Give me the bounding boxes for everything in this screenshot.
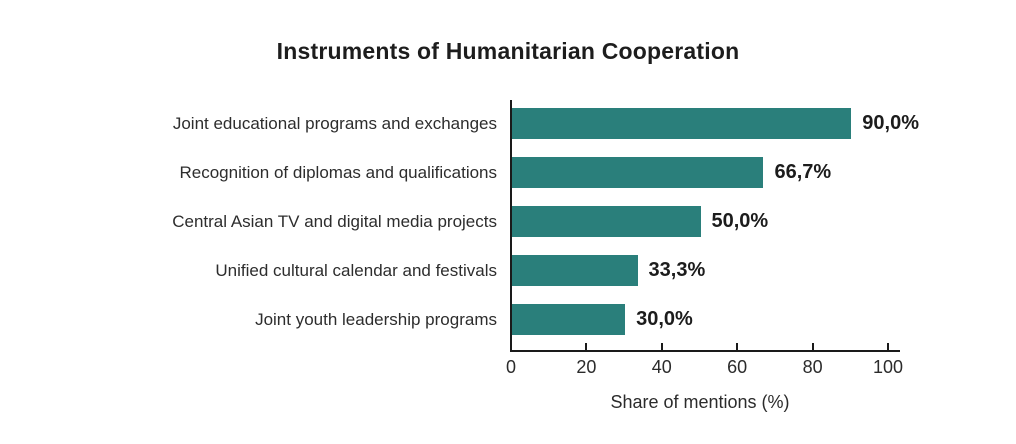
category-label: Joint educational programs and exchanges (172, 114, 497, 133)
category-label: Central Asian TV and digital media proje… (172, 212, 497, 231)
category-label: Recognition of diplomas and qualificatio… (179, 163, 497, 182)
x-tick-mark (736, 343, 739, 350)
x-axis-title: Share of mentions (%) (610, 392, 790, 412)
category-label: Joint youth leadership programs (255, 310, 497, 329)
bar-value-label: 50,0% (711, 210, 769, 232)
y-axis-line (510, 100, 512, 352)
bar-value-label: 90,0% (862, 112, 920, 134)
bar-value-label: 33,3% (648, 259, 706, 281)
x-axis-line (510, 350, 900, 352)
bar (512, 206, 701, 237)
x-tick-mark (660, 343, 663, 350)
bar (512, 157, 764, 188)
x-tick-label: 0 (505, 357, 516, 377)
chart-title: Instruments of Humanitarian Cooperation (276, 38, 740, 64)
bar (512, 108, 852, 139)
x-tick-mark (585, 343, 588, 350)
x-tick-label: 60 (727, 357, 748, 377)
x-tick-label: 100 (872, 357, 904, 377)
x-tick-mark (887, 343, 889, 350)
bar (512, 255, 638, 286)
x-tick-label: 20 (576, 357, 597, 377)
x-tick-label: 80 (802, 357, 823, 377)
x-tick-mark (811, 343, 814, 350)
bar-value-label: 66,7% (774, 161, 832, 183)
bar (512, 304, 626, 335)
category-label: Unified cultural calendar and festivals (215, 261, 497, 280)
bar-value-label: 30,0% (636, 308, 693, 330)
x-tick-label: 40 (651, 357, 672, 377)
